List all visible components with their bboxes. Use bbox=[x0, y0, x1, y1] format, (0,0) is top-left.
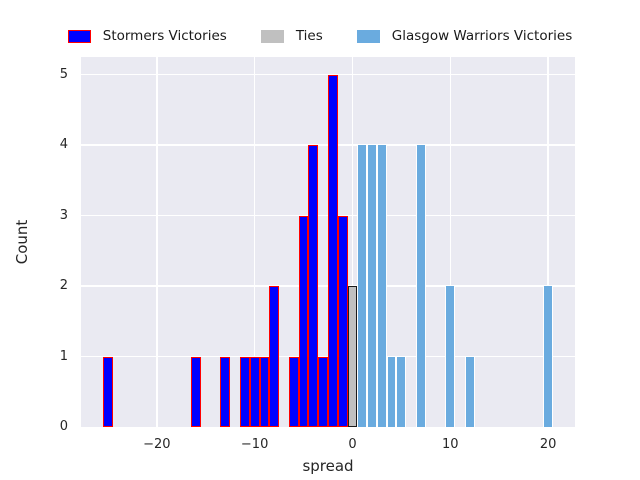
y-tick-label-0: 0 bbox=[59, 419, 68, 434]
bar-stormers--10 bbox=[249, 356, 260, 427]
x-tick-label-−10: −10 bbox=[240, 437, 269, 452]
y-tick-label-2: 2 bbox=[59, 278, 68, 294]
bar-stormers--4 bbox=[308, 145, 319, 427]
legend-label-stormers: Stormers Victories bbox=[102, 28, 227, 44]
gridline-x-20 bbox=[547, 57, 549, 427]
bar-glasgow-4 bbox=[386, 356, 397, 427]
x-tick-label-10: 10 bbox=[441, 437, 459, 452]
gridline-x-−10 bbox=[253, 57, 256, 427]
bar-stormers--11 bbox=[239, 356, 250, 427]
legend-label-glasgow: Glasgow Warriors Victories bbox=[391, 28, 573, 44]
gridline-x-0 bbox=[351, 57, 354, 427]
bar-glasgow-20 bbox=[543, 286, 553, 427]
bar-stormers--1 bbox=[337, 215, 348, 427]
legend: Stormers Victories Ties Glasgow Warriors… bbox=[0, 25, 640, 47]
legend-item-ties: Ties bbox=[260, 28, 323, 44]
bar-stormers--13 bbox=[220, 356, 231, 427]
x-tick-label-20: 20 bbox=[539, 437, 557, 452]
gridline-x-−20 bbox=[156, 57, 158, 427]
legend-label-ties: Ties bbox=[295, 28, 323, 44]
legend-swatch-stormers-icon bbox=[67, 29, 91, 43]
legend-item-stormers: Stormers Victories bbox=[67, 28, 227, 44]
bar-stormers--5 bbox=[298, 215, 309, 427]
legend-swatch-ties-icon bbox=[260, 29, 284, 43]
y-tick-label-4: 4 bbox=[59, 137, 68, 153]
x-tick-label-−20: −20 bbox=[143, 437, 171, 452]
bar-glasgow-5 bbox=[396, 356, 407, 427]
bar-stormers--2 bbox=[328, 74, 338, 427]
y-tick-label-1: 1 bbox=[59, 348, 68, 364]
bar-glasgow-7 bbox=[416, 145, 426, 427]
y-tick-label-5: 5 bbox=[59, 66, 68, 82]
plot-area bbox=[81, 57, 575, 427]
bar-glasgow-2 bbox=[367, 145, 377, 427]
bar-glasgow-1 bbox=[357, 145, 368, 427]
bar-stormers--16 bbox=[191, 356, 201, 427]
bar-stormers--6 bbox=[288, 356, 299, 427]
gridline-y-5 bbox=[81, 73, 575, 76]
gridline-x-10 bbox=[449, 57, 451, 427]
bar-glasgow-3 bbox=[376, 145, 387, 427]
x-axis-label: spread bbox=[302, 457, 354, 475]
bar-glasgow-12 bbox=[464, 356, 475, 427]
x-tick-label-0: 0 bbox=[348, 437, 357, 452]
bar-stormers--8 bbox=[269, 286, 280, 427]
y-tick-label-3: 3 bbox=[59, 207, 68, 223]
bar-stormers--3 bbox=[318, 356, 328, 427]
bar-stormers--25 bbox=[103, 356, 113, 427]
bar-ties-0 bbox=[347, 286, 358, 427]
bar-stormers--9 bbox=[259, 356, 270, 427]
legend-swatch-glasgow-icon bbox=[356, 29, 380, 43]
bar-glasgow-10 bbox=[445, 286, 456, 427]
legend-item-glasgow: Glasgow Warriors Victories bbox=[356, 28, 573, 44]
